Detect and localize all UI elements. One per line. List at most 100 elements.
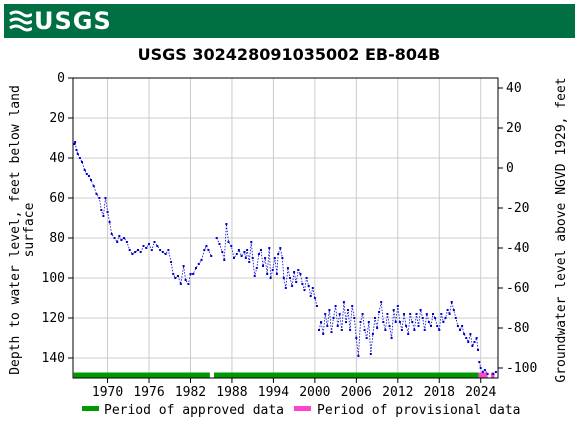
data-point <box>110 233 113 235</box>
data-point <box>425 313 428 315</box>
x-tick-label: 2006 <box>341 385 372 400</box>
data-point <box>253 275 256 277</box>
data-point <box>189 273 192 275</box>
data-point <box>392 309 395 311</box>
data-point <box>90 179 92 181</box>
y-left-tick-label: 0 <box>57 71 65 86</box>
plot-area-frame <box>72 77 499 379</box>
data-point <box>235 253 238 255</box>
data-point <box>104 197 107 199</box>
y-left-tick-label: 120 <box>42 311 65 326</box>
data-point <box>195 267 197 269</box>
data-point <box>131 253 134 255</box>
data-point <box>262 265 264 267</box>
data-point <box>207 249 210 251</box>
data-point <box>233 257 235 259</box>
data-point <box>386 313 389 315</box>
data-point <box>390 337 393 339</box>
data-point <box>273 257 276 259</box>
data-point <box>398 321 401 323</box>
data-point <box>432 313 434 315</box>
x-tick-label: 1970 <box>92 385 123 400</box>
data-point <box>182 265 185 267</box>
data-point <box>153 241 156 243</box>
data-point <box>159 249 162 251</box>
data-point <box>264 257 267 259</box>
data-point <box>342 301 345 303</box>
data-point <box>83 169 86 171</box>
data-point <box>161 251 164 253</box>
data-point <box>361 313 364 315</box>
data-point <box>477 349 479 351</box>
data-point <box>289 277 291 279</box>
data-point <box>293 271 296 273</box>
data-point <box>248 261 251 263</box>
data-point <box>223 259 226 261</box>
data-point <box>347 309 349 311</box>
data-point <box>467 341 470 343</box>
data-point <box>177 275 179 277</box>
data-point <box>440 313 443 315</box>
y-left-tick-label: 100 <box>42 271 65 286</box>
data-point <box>463 333 466 335</box>
y-right-tick-label: 40 <box>506 81 522 96</box>
data-point <box>359 321 362 323</box>
data-point <box>125 241 128 243</box>
data-point <box>277 253 280 255</box>
data-point <box>479 367 482 369</box>
data-point <box>251 257 254 259</box>
chart-legend: Period of approved data Period of provisi… <box>82 403 521 418</box>
data-point <box>268 247 271 249</box>
y-right-tick-label: -100 <box>506 361 537 376</box>
y-axis-left-label-line1: Depth to water level, feet below land <box>8 85 23 375</box>
data-point <box>100 209 103 211</box>
data-point <box>434 317 437 319</box>
data-point <box>407 333 410 335</box>
data-point <box>128 249 131 251</box>
data-point <box>378 311 381 313</box>
series-line <box>74 140 212 285</box>
data-point <box>167 249 170 251</box>
data-point <box>95 193 98 195</box>
data-point <box>349 329 352 331</box>
data-point <box>481 371 484 373</box>
data-point <box>367 321 370 323</box>
data-point <box>396 305 399 307</box>
period-bar-approved <box>73 372 210 378</box>
data-point <box>137 249 139 251</box>
data-point <box>266 273 269 275</box>
data-point <box>369 353 372 355</box>
data-point <box>275 273 278 275</box>
data-point <box>75 149 78 151</box>
data-point <box>230 245 233 247</box>
data-point <box>330 331 333 333</box>
data-point <box>179 283 182 285</box>
usgs-logo-text: USGS <box>34 7 112 35</box>
data-point <box>421 317 424 319</box>
data-point <box>446 309 449 311</box>
data-point <box>456 325 459 327</box>
data-point <box>353 317 356 319</box>
y-left-tick-label: 20 <box>49 111 65 126</box>
data-point <box>301 283 304 285</box>
data-point <box>118 235 121 237</box>
data-point <box>113 237 116 239</box>
y-axis-right-label: Groundwater level above NGVD 1929, feet <box>554 77 569 382</box>
data-point <box>351 305 354 307</box>
data-point <box>150 249 153 251</box>
data-point <box>240 255 243 257</box>
data-point <box>394 321 397 323</box>
x-tick-label: 1976 <box>133 385 164 400</box>
data-point <box>473 341 476 343</box>
data-point <box>81 161 83 163</box>
data-point <box>102 215 105 217</box>
data-point <box>365 337 368 339</box>
data-point <box>139 251 142 253</box>
data-point <box>419 309 422 311</box>
data-point <box>405 325 408 327</box>
data-point <box>415 313 418 315</box>
data-point <box>461 325 464 327</box>
y-right-tick-label: -80 <box>506 321 529 336</box>
data-point <box>332 317 335 319</box>
